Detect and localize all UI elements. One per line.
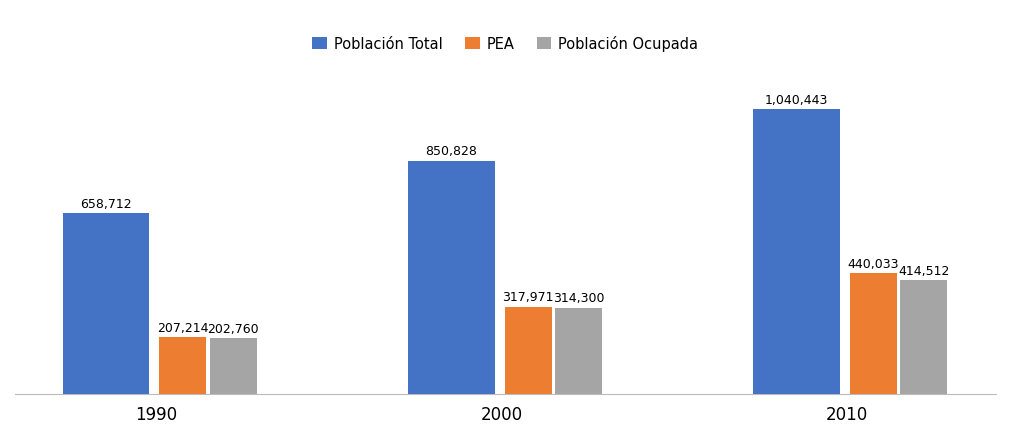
Text: 317,971: 317,971 — [502, 291, 554, 304]
Text: 1,040,443: 1,040,443 — [765, 93, 828, 106]
Bar — [209, 339, 257, 394]
Text: 440,033: 440,033 — [848, 258, 900, 270]
Text: 202,760: 202,760 — [207, 322, 259, 335]
Text: 850,828: 850,828 — [426, 145, 477, 158]
Bar — [900, 281, 947, 394]
Bar — [504, 307, 552, 394]
Text: 207,214: 207,214 — [157, 321, 208, 334]
Text: 314,300: 314,300 — [553, 292, 605, 305]
Bar — [160, 337, 206, 394]
Bar — [63, 214, 150, 394]
Bar — [408, 162, 494, 394]
Legend: Población Total, PEA, Población Ocupada: Población Total, PEA, Población Ocupada — [306, 30, 705, 58]
Bar — [850, 274, 897, 394]
Bar — [753, 110, 840, 394]
Text: 414,512: 414,512 — [898, 265, 949, 277]
Text: 658,712: 658,712 — [80, 198, 131, 211]
Bar — [555, 308, 602, 394]
